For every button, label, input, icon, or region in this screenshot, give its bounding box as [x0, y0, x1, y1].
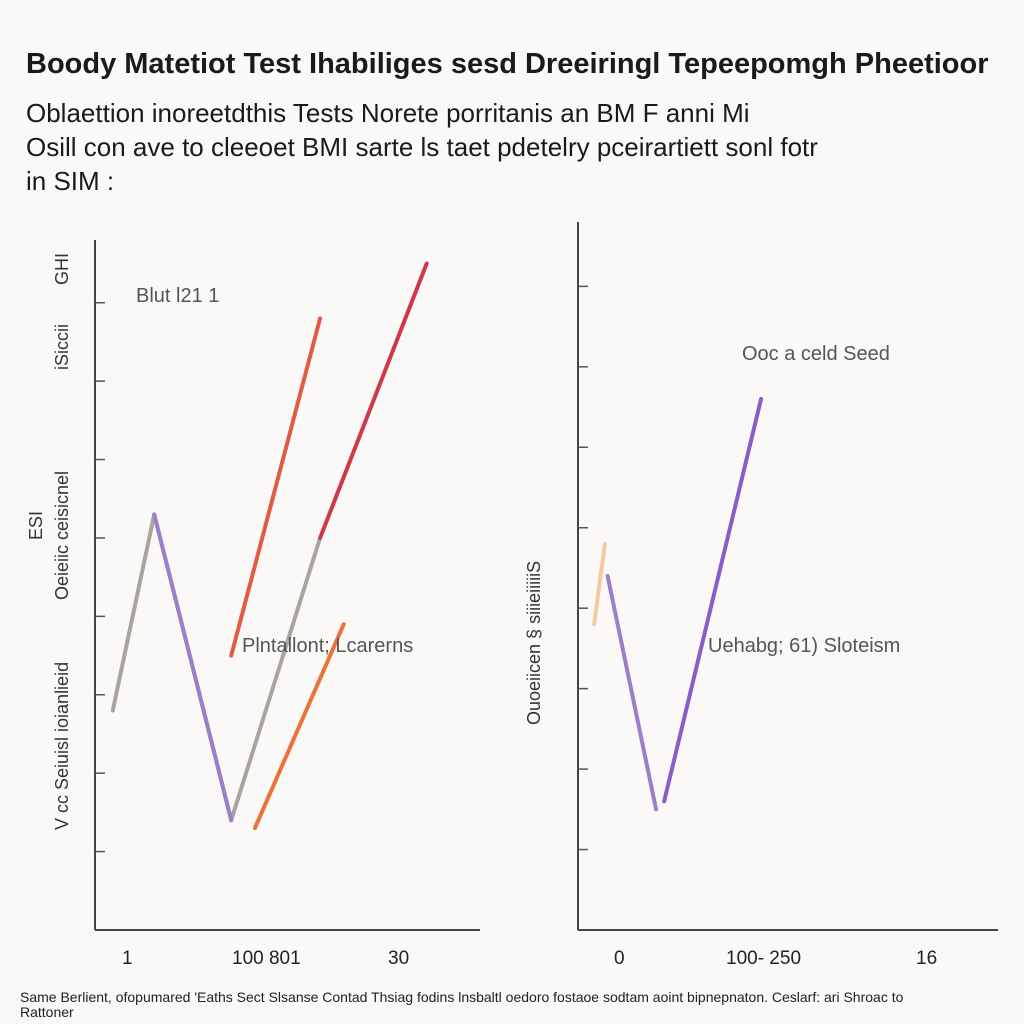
left-x-tick-1: 1: [122, 948, 133, 969]
right-x-tick-1: 0: [614, 948, 625, 969]
left-series-line-4: [318, 261, 429, 540]
subtitle-line-1: Oblaettion inoreetdthis Tests Norete por…: [26, 98, 750, 128]
left-annotation-1: Blut l21 1: [136, 285, 219, 307]
footnote-line-2: Rattoner: [20, 1005, 74, 1020]
left-y-label-1: V cc Seiuisl ioianlieid: [52, 662, 72, 830]
right-x-tick-2: 100- 250: [726, 948, 801, 969]
left-series-line-1: [110, 512, 323, 823]
left-chart: V cc Seiuisl ioianlieid Oeieiic ceisicne…: [26, 240, 480, 969]
right-chart: Ouoeiicen § siiieiiiiiS Ooc a celd Seed …: [524, 222, 998, 969]
page-subtitle: Oblaettion inoreetdthis Tests Norete por…: [26, 96, 926, 198]
page-title: Boody Matetiot Test Ihabiliges sesd Dree…: [26, 48, 989, 80]
right-series-line-1: [592, 541, 607, 627]
right-annotation-2: Uehabg; 61) Sloteism: [708, 635, 900, 657]
right-annotation-1: Ooc a celd Seed: [742, 343, 890, 365]
left-y-label-4: GHI: [52, 253, 72, 285]
left-annotation-2: Plntallont; Lcarerns: [242, 635, 413, 657]
left-series-line-3: [229, 316, 323, 658]
footnote-line-1: Same Berlient, ofopumared 'Eaths Sect Sl…: [20, 990, 904, 1005]
right-series-line-2: [605, 574, 659, 812]
subtitle-line-2: Osill con ave to cleeoet BMI sarte ls ta…: [26, 132, 818, 162]
left-series-line-2: [152, 512, 234, 823]
left-y-label-2: Oeieiic ceisicnel: [52, 471, 72, 600]
right-y-label: Ouoeiicen § siiieiiiiiS: [524, 561, 544, 725]
left-x-tick-2: 100 801: [232, 948, 301, 969]
left-series-line-5: [252, 622, 346, 831]
right-x-tick-3: 16: [916, 948, 937, 969]
subtitle-line-3: in SIM :: [26, 166, 115, 196]
left-x-tick-3: 30: [388, 948, 409, 969]
footnote: Same Berlient, ofopumared 'Eaths Sect Sl…: [20, 990, 1020, 1020]
left-y-label-3: iSiccii: [52, 324, 72, 370]
right-series-line-3: [662, 397, 764, 804]
left-y-label-5: ESI: [26, 511, 46, 540]
